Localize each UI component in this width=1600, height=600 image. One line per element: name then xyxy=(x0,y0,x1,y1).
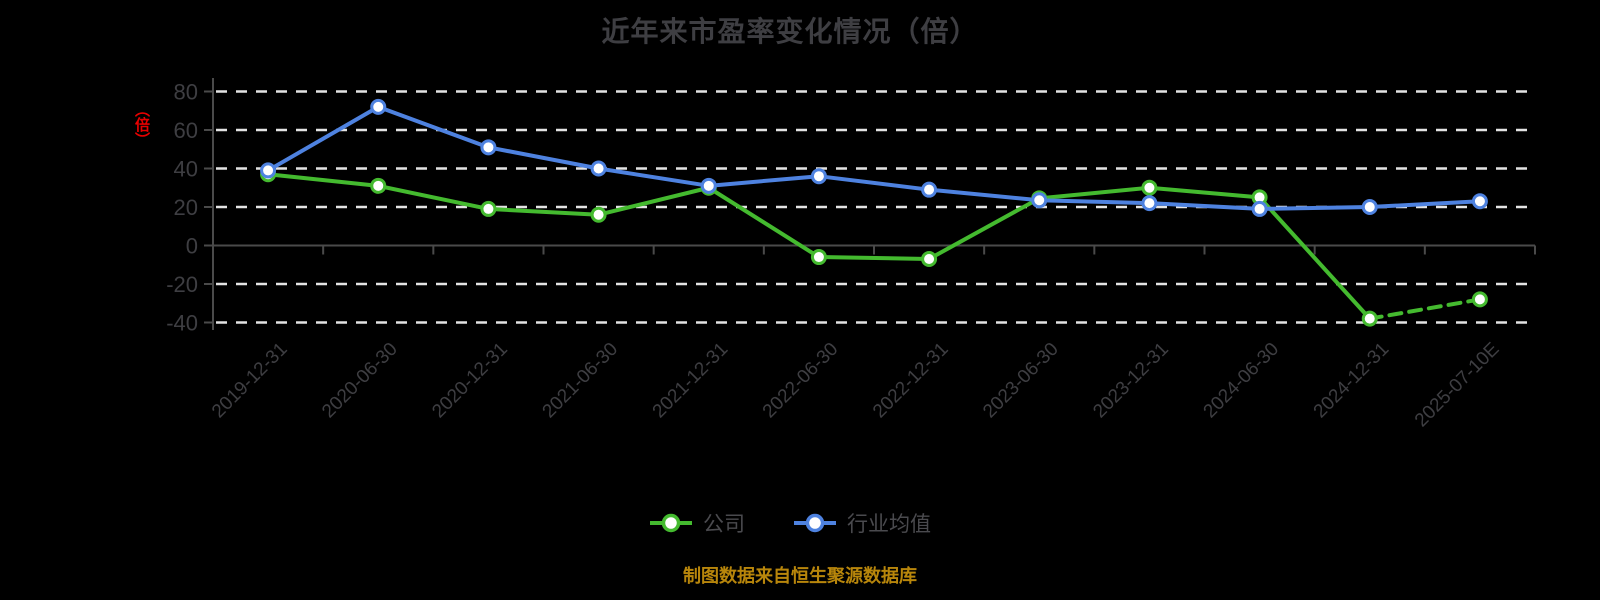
y-axis-unit-label: （倍） xyxy=(133,102,150,147)
x-tick-label: 2022-12-31 xyxy=(869,339,953,423)
data-point-公司-2025-07-10E xyxy=(1471,291,1488,308)
data-point-行业均值-2020-12-31 xyxy=(480,139,497,156)
series-line-行业均值 xyxy=(266,104,1482,211)
data-point-行业均值-2021-12-31 xyxy=(700,177,717,194)
chart-legend: 公司 行业均值 xyxy=(0,508,1580,538)
data-point-公司-2020-06-30 xyxy=(370,177,387,194)
x-tick-label: 2020-06-30 xyxy=(318,339,402,423)
legend-label-industry-average: 行业均值 xyxy=(847,513,931,536)
x-tick-label: 2024-06-30 xyxy=(1200,339,1284,423)
data-point-行业均值-2023-12-31 xyxy=(1141,195,1158,212)
data-point-公司-2021-06-30 xyxy=(590,206,607,223)
data-point-公司-2022-12-31 xyxy=(921,250,938,267)
data-point-行业均值-2021-06-30 xyxy=(590,160,607,177)
y-tick-label: 0 xyxy=(186,234,198,259)
x-tick-label: 2023-12-31 xyxy=(1089,339,1173,423)
x-tick-label: 2021-06-30 xyxy=(539,339,623,423)
x-tick-label: 2023-06-30 xyxy=(979,339,1063,423)
y-tick-label: -40 xyxy=(166,311,198,336)
y-tick-label: 60 xyxy=(174,118,198,143)
data-point-行业均值-2025-07-10E xyxy=(1471,193,1488,210)
x-tick-label: 2021-12-31 xyxy=(649,339,733,423)
y-tick-label: 80 xyxy=(174,80,198,105)
industry-average-line-marker-icon xyxy=(794,513,836,533)
y-tick-label: -20 xyxy=(166,272,198,297)
data-point-公司-2024-12-31 xyxy=(1361,310,1378,327)
data-point-公司-2020-12-31 xyxy=(480,200,497,217)
y-tick-label: 20 xyxy=(174,195,198,220)
data-point-公司-2023-12-31 xyxy=(1141,179,1158,196)
data-point-行业均值-2024-06-30 xyxy=(1251,200,1268,217)
x-tick-label: 2020-12-31 xyxy=(428,339,512,423)
data-point-行业均值-2022-12-31 xyxy=(921,181,938,198)
x-tick-label: 2022-06-30 xyxy=(759,339,843,423)
legend-label-company: 公司 xyxy=(703,513,745,536)
x-tick-label: 2025-07-10E xyxy=(1411,339,1504,432)
x-tick-label: 2019-12-31 xyxy=(208,339,292,423)
data-point-公司-2022-06-30 xyxy=(810,249,827,266)
data-source-note: 制图数据来自恒生聚源数据库 xyxy=(683,566,917,586)
series-line-estimated-公司 xyxy=(1367,297,1482,321)
data-point-行业均值-2019-12-31 xyxy=(260,162,277,179)
data-point-行业均值-2022-06-30 xyxy=(810,168,827,185)
y-tick-label: 40 xyxy=(174,157,198,182)
data-point-行业均值-2024-12-31 xyxy=(1361,199,1378,215)
chart-title: 近年来市盈率变化情况（倍） xyxy=(601,16,979,47)
data-point-行业均值-2020-06-30 xyxy=(370,98,387,115)
company-line-marker-icon xyxy=(650,513,692,533)
legend-item-industry-average[interactable]: 行业均值 xyxy=(793,508,931,538)
data-point-行业均值-2023-06-30 xyxy=(1031,192,1048,209)
x-tick-label: 2024-12-31 xyxy=(1310,339,1394,423)
legend-item-company[interactable]: 公司 xyxy=(649,508,745,538)
